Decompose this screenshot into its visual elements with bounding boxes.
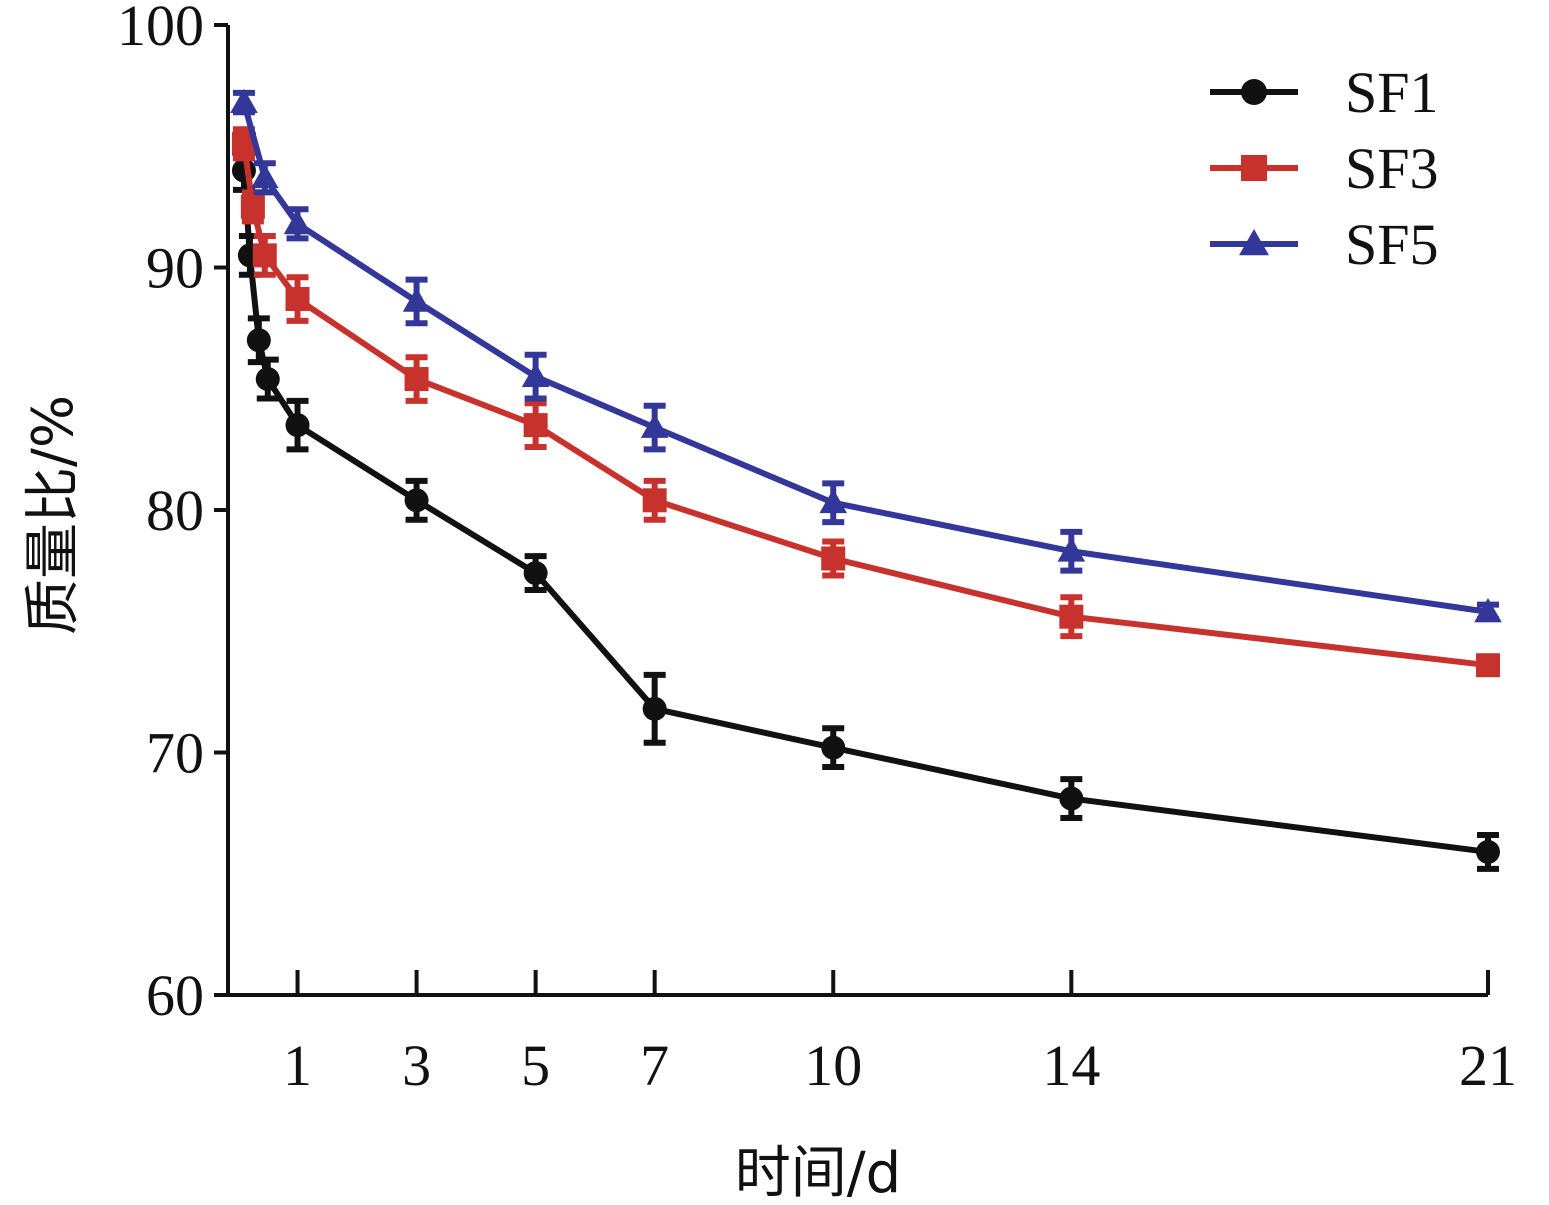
- data-point-marker: [404, 367, 429, 392]
- x-tick-label: 7: [640, 1033, 669, 1098]
- x-tick-label: 14: [1042, 1033, 1100, 1098]
- data-point-marker: [523, 561, 548, 586]
- y-tick-label: 80: [146, 478, 204, 543]
- data-point-marker: [285, 413, 310, 438]
- data-point-marker: [404, 488, 429, 513]
- ticks: 60 70 80 90 100 1 3 5 7 10 14 21: [117, 0, 1517, 1098]
- y-tick-label: 60: [146, 963, 204, 1028]
- data-point-marker: [283, 210, 312, 235]
- data-point-marker: [240, 194, 265, 219]
- data-point-marker: [1241, 79, 1267, 105]
- legend-label: SF5: [1345, 212, 1439, 277]
- y-tick-label: 100: [117, 0, 204, 58]
- y-axis-title: 质量比/%: [21, 395, 86, 635]
- x-tick-label: 3: [402, 1033, 431, 1098]
- data-point-marker: [230, 88, 258, 113]
- legend: SF1 SF3 SF5: [1210, 60, 1439, 277]
- legend-label: SF3: [1345, 136, 1439, 201]
- data-point-marker: [642, 488, 667, 513]
- legend-item-sf3: SF3: [1210, 136, 1439, 201]
- data-point-marker: [255, 367, 280, 392]
- y-tick-label: 70: [146, 721, 204, 786]
- series-sf5: [230, 88, 1502, 623]
- data-point-marker: [402, 287, 431, 312]
- data-point-marker: [246, 328, 271, 353]
- x-tick-label: 10: [804, 1033, 862, 1098]
- data-point-marker: [1474, 598, 1502, 623]
- data-point-marker: [523, 413, 548, 438]
- data-point-marker: [1059, 786, 1084, 811]
- data-point-marker: [250, 163, 279, 189]
- data-point-marker: [821, 735, 846, 760]
- legend-item-sf1: SF1: [1210, 60, 1439, 125]
- data-point-marker: [285, 287, 310, 312]
- series-sf3: [231, 126, 1500, 678]
- series-sf1: [231, 148, 1500, 872]
- legend-label: SF1: [1345, 60, 1439, 125]
- data-point-marker: [819, 488, 848, 514]
- data-point-marker: [640, 413, 669, 438]
- data-point-marker: [1476, 839, 1500, 864]
- series-layer: [230, 88, 1502, 872]
- x-tick-label: 5: [521, 1033, 550, 1098]
- data-point-marker: [1057, 537, 1086, 562]
- data-point-marker: [1476, 653, 1500, 678]
- x-tick-label: 21: [1459, 1033, 1517, 1098]
- data-point-marker: [521, 362, 550, 387]
- data-point-marker: [1239, 229, 1269, 256]
- data-point-marker: [1059, 604, 1084, 629]
- data-point-marker: [1241, 155, 1267, 181]
- y-tick-label: 90: [146, 236, 204, 301]
- x-axis-title: 时间/d: [735, 1141, 901, 1205]
- data-point-marker: [252, 243, 277, 268]
- x-tick-label: 1: [283, 1033, 312, 1098]
- series-line: [240, 143, 1489, 669]
- data-point-marker: [642, 696, 667, 721]
- legend-item-sf5: SF5: [1210, 212, 1439, 277]
- series-line: [241, 101, 1489, 615]
- data-point-marker: [821, 546, 846, 571]
